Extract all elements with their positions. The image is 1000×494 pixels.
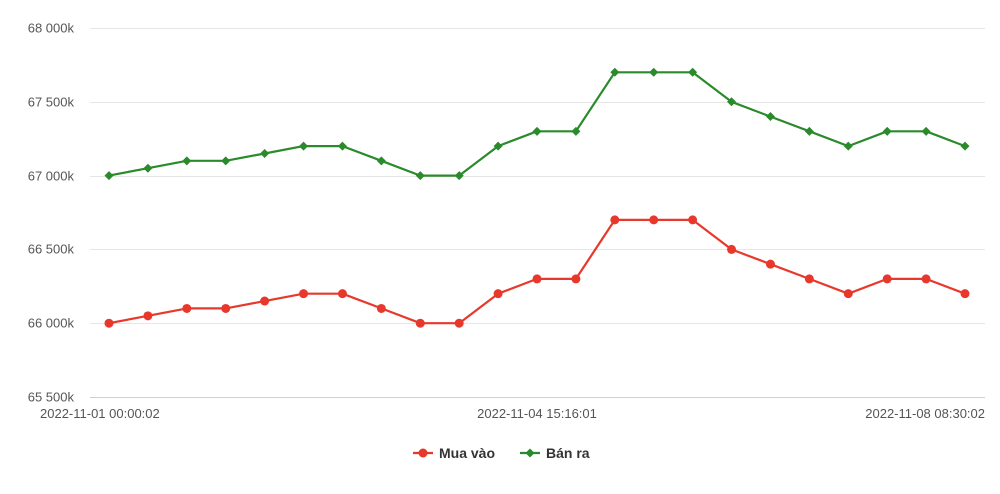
y-tick-label: 67 000k [28, 169, 75, 184]
grid-layer [90, 28, 985, 398]
data-point[interactable] [376, 156, 386, 166]
legend[interactable]: Mua vào Bán ra [413, 445, 590, 461]
y-tick-label: 66 500k [28, 242, 75, 257]
data-point[interactable] [337, 141, 347, 151]
legend-marker [525, 448, 535, 458]
data-point[interactable] [454, 318, 464, 328]
data-point[interactable] [376, 303, 386, 313]
x-axis-ticks: 2022-11-01 00:00:02 2022-11-04 15:16:01 20… [40, 406, 985, 421]
data-point[interactable] [804, 274, 814, 284]
data-point[interactable] [493, 289, 503, 299]
data-point[interactable] [571, 126, 581, 136]
legend-marker [418, 448, 428, 458]
data-point[interactable] [415, 318, 425, 328]
data-point[interactable] [454, 171, 464, 181]
data-point[interactable] [921, 274, 931, 284]
data-point[interactable] [532, 274, 542, 284]
data-point[interactable] [143, 311, 153, 321]
data-point[interactable] [688, 67, 698, 77]
data-point[interactable] [843, 289, 853, 299]
data-point[interactable] [765, 112, 775, 122]
y-tick-label: 67 500k [28, 95, 75, 110]
y-tick-label: 65 500k [28, 390, 75, 405]
data-point[interactable] [882, 126, 892, 136]
legend-item[interactable]: Bán ra [520, 445, 590, 461]
data-point[interactable] [260, 148, 270, 158]
data-point[interactable] [532, 126, 542, 136]
x-tick-label: 2022-11-08 08:30:02 [865, 406, 985, 421]
data-point[interactable] [921, 126, 931, 136]
y-tick-label: 66 000k [28, 316, 75, 331]
data-point[interactable] [299, 141, 309, 151]
series-line[interactable] [108, 218, 966, 325]
data-point[interactable] [610, 67, 620, 77]
y-tick-label: 68 000k [28, 21, 75, 36]
data-point[interactable] [299, 289, 309, 299]
data-point[interactable] [260, 296, 270, 306]
data-point[interactable] [610, 215, 620, 225]
data-point[interactable] [415, 171, 425, 181]
legend-label: Mua vào [439, 445, 495, 461]
data-point[interactable] [221, 303, 231, 313]
series-layer [104, 67, 970, 328]
legend-label: Bán ra [546, 445, 590, 461]
data-point[interactable] [571, 274, 581, 284]
data-point[interactable] [649, 215, 659, 225]
data-point[interactable] [843, 141, 853, 151]
y-axis-ticks: 68 000k 67 500k 67 000k 66 500k 66 000k 65 50… [28, 21, 75, 405]
series-line[interactable] [108, 71, 966, 177]
data-point[interactable] [221, 156, 231, 166]
data-point[interactable] [182, 156, 192, 166]
data-point[interactable] [727, 244, 737, 254]
data-point[interactable] [649, 67, 659, 77]
data-point[interactable] [104, 318, 114, 328]
data-point[interactable] [182, 303, 192, 313]
x-tick-label: 2022-11-01 00:00:02 [40, 406, 160, 421]
data-point[interactable] [804, 126, 814, 136]
data-point[interactable] [143, 163, 153, 173]
series-ban-ra[interactable] [104, 67, 970, 181]
series-mua-vao[interactable] [104, 215, 970, 328]
data-point[interactable] [727, 97, 737, 107]
data-point[interactable] [882, 274, 892, 284]
data-point[interactable] [688, 215, 698, 225]
legend-item[interactable]: Mua vào [413, 445, 495, 461]
data-point[interactable] [765, 259, 775, 269]
data-point[interactable] [104, 171, 114, 181]
data-point[interactable] [960, 289, 970, 299]
data-point[interactable] [337, 289, 347, 299]
data-point[interactable] [493, 141, 503, 151]
x-tick-label: 2022-11-04 15:16:01 [477, 406, 597, 421]
data-point[interactable] [960, 141, 970, 151]
